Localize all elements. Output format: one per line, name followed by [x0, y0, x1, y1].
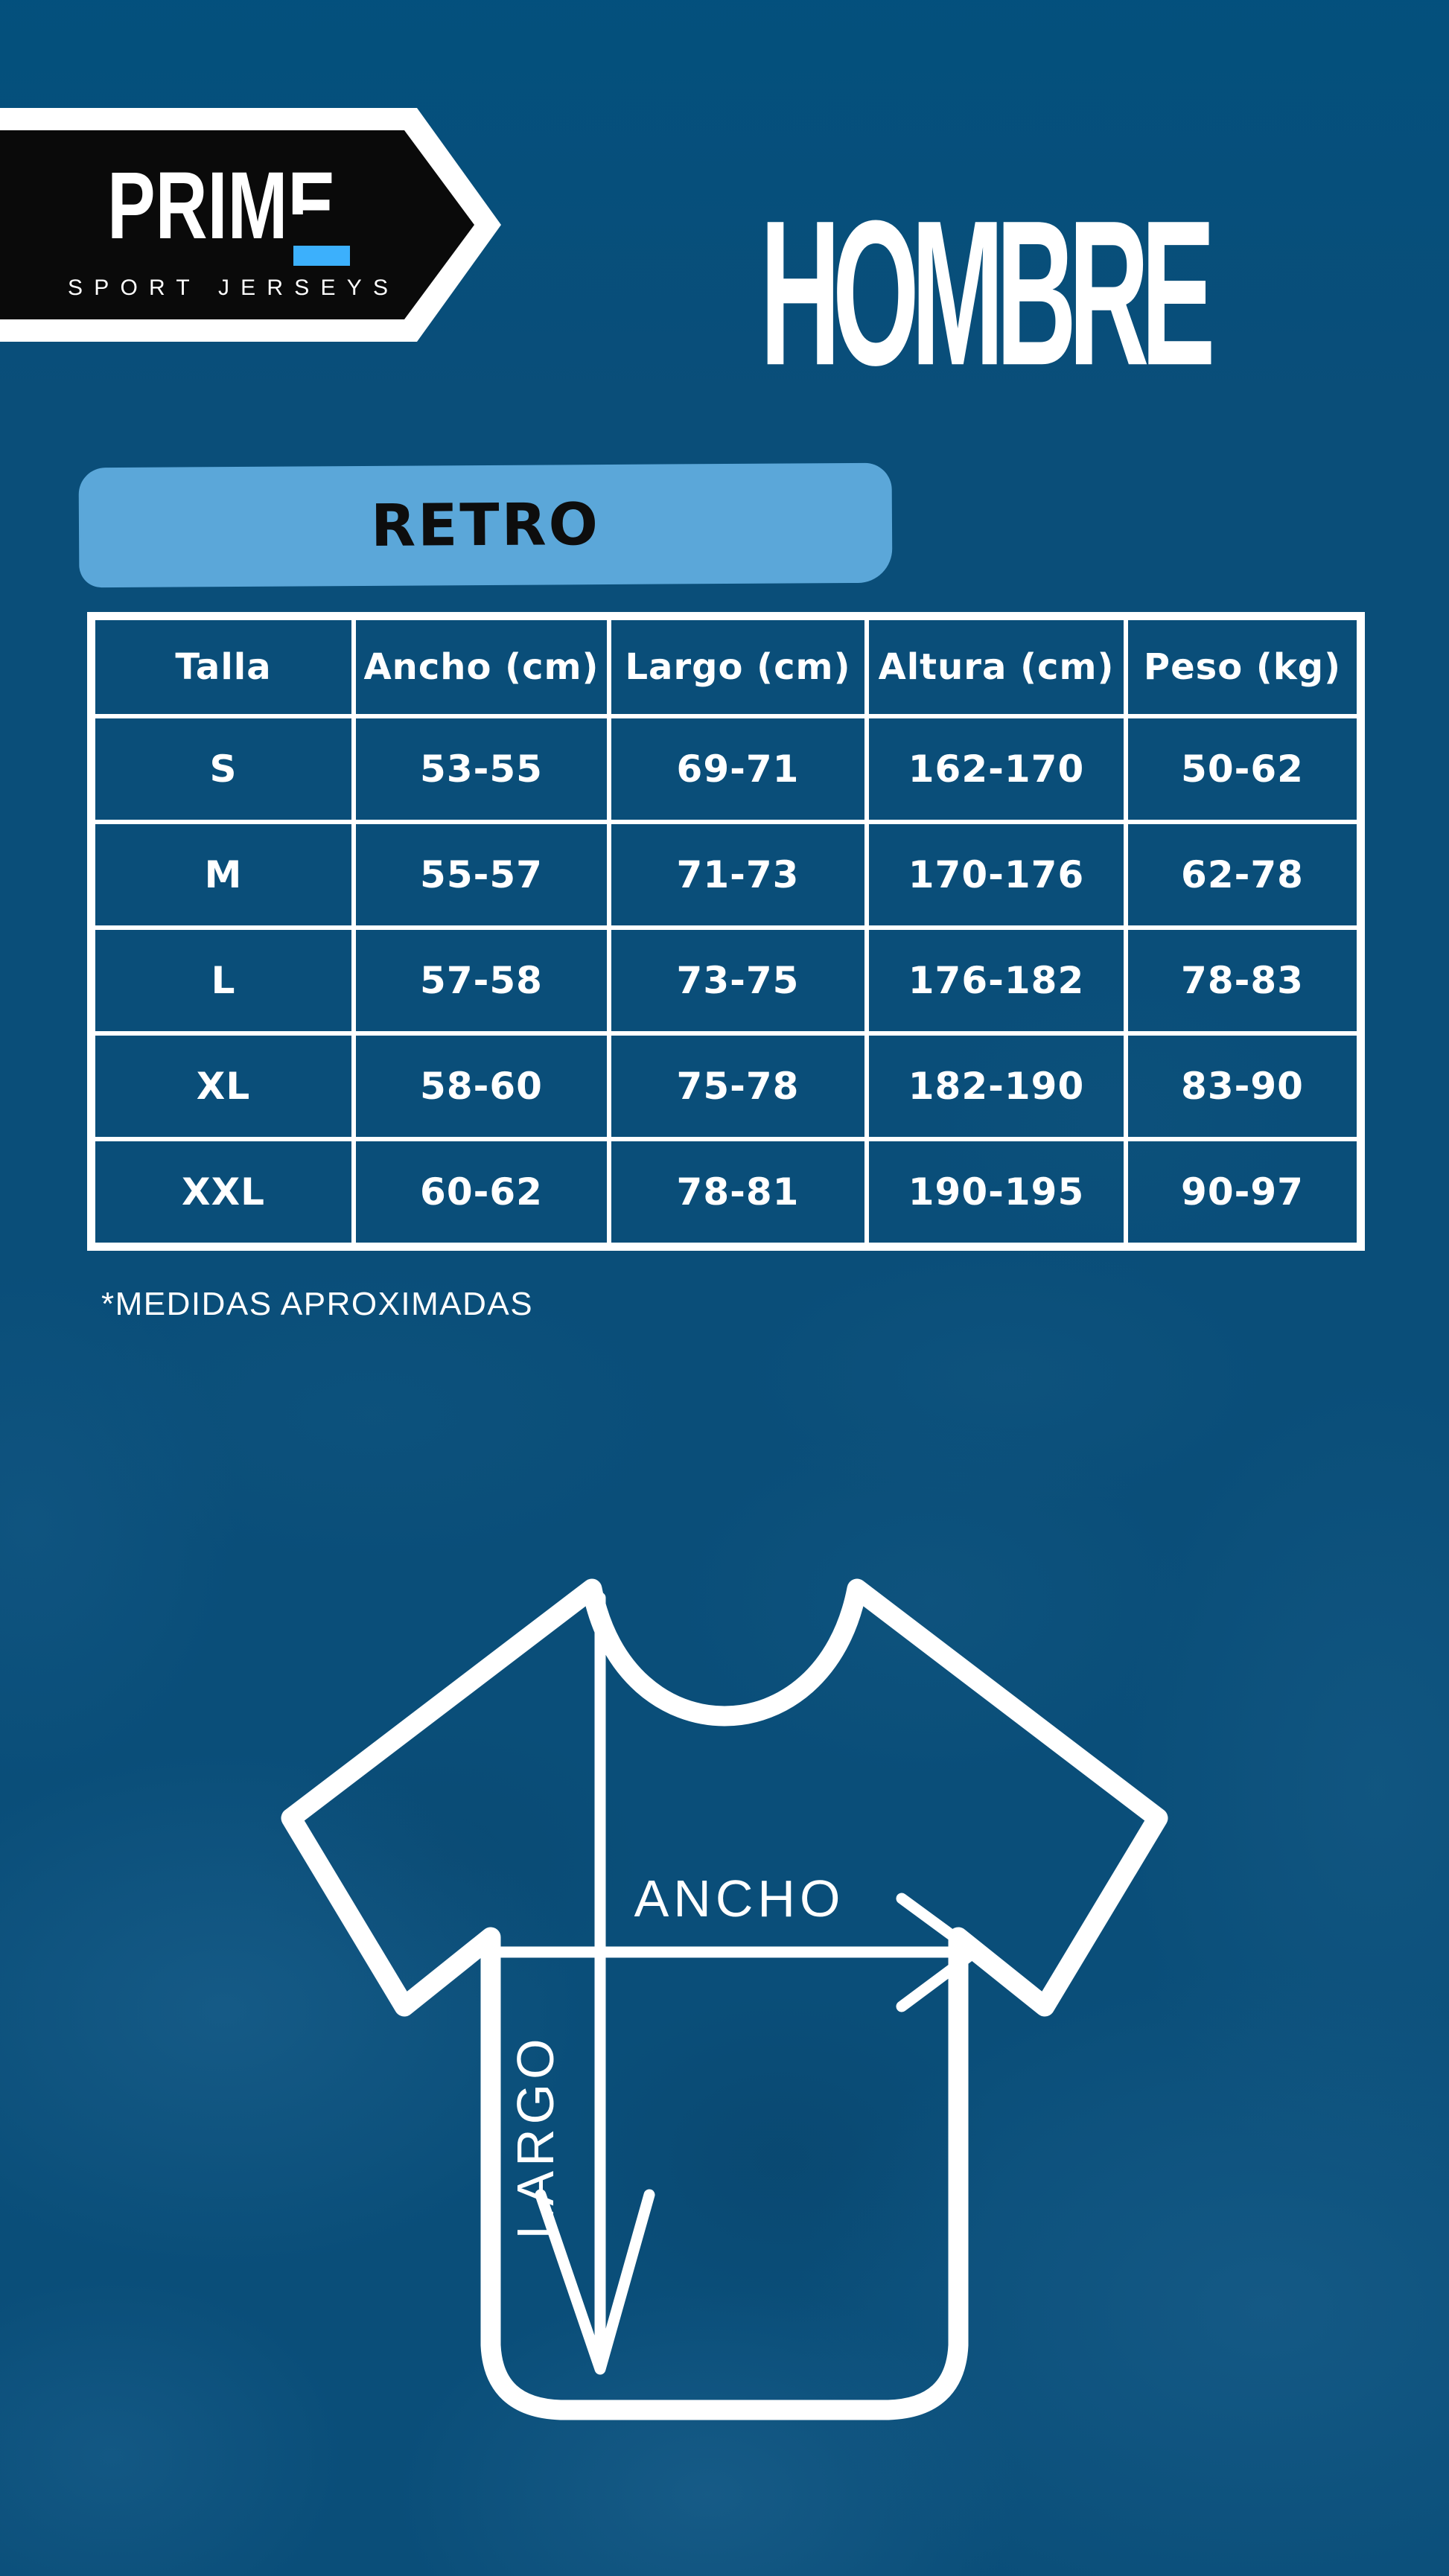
table-cell-m-altura: 170-176 [867, 822, 1126, 928]
category-badge: RETRO [78, 462, 893, 588]
table-cell-size-s: S [93, 716, 354, 822]
table-cell-xxl-peso: 90-97 [1126, 1139, 1359, 1245]
table-cell-s-peso: 50-62 [1126, 716, 1359, 822]
table-header-talla: Talla [93, 618, 354, 716]
banner-black-shape [0, 130, 474, 319]
logo-brand-text: PRIME [107, 153, 336, 259]
table-header-altura: Altura (cm) [867, 618, 1126, 716]
logo-cyan-underscore [293, 246, 350, 266]
page-title-text: HOMBRE [759, 176, 1216, 409]
width-arrowhead-icon [896, 1893, 981, 2012]
table-cell-size-l: L [93, 928, 354, 1033]
table-cell-xl-ancho: 58-60 [354, 1033, 609, 1139]
table-cell-m-peso: 62-78 [1126, 822, 1359, 928]
table-cell-size-xxl: XXL [93, 1139, 354, 1245]
table-cell-l-peso: 78-83 [1126, 928, 1359, 1033]
table-cell-s-altura: 162-170 [867, 716, 1126, 822]
length-label: LARGO [506, 2034, 564, 2239]
table-cell-xxl-ancho: 60-62 [354, 1139, 609, 1245]
table-cell-m-ancho: 55-57 [354, 822, 609, 928]
table-cell-size-xl: XL [93, 1033, 354, 1139]
table-cell-xxl-largo: 78-81 [609, 1139, 867, 1245]
table-cell-xl-peso: 83-90 [1126, 1033, 1359, 1139]
logo-e-cutout [287, 214, 338, 241]
logo-tagline-text: SPORT JERSEYS [68, 275, 388, 300]
tshirt-measurement-diagram: ANCHO LARGO [281, 1578, 1168, 2420]
length-arrowhead-icon [535, 2189, 655, 2375]
table-cell-s-largo: 69-71 [609, 716, 867, 822]
table-cell-xl-altura: 182-190 [867, 1033, 1126, 1139]
brand-banner: PRIME SPORT JERSEYS [0, 108, 501, 342]
table-footnote: *MEDIDAS APROXIMADAS [101, 1286, 534, 1322]
width-label: ANCHO [634, 1869, 845, 1928]
table-cell-size-m: M [93, 822, 354, 928]
table-cell-l-altura: 176-182 [867, 928, 1126, 1033]
table-header-peso: Peso (kg) [1126, 618, 1359, 716]
table-cell-l-largo: 73-75 [609, 928, 867, 1033]
category-badge-text: RETRO [370, 491, 601, 560]
tshirt-outline [281, 1578, 1168, 2420]
table-header-largo: Largo (cm) [609, 618, 867, 716]
table-header-ancho: Ancho (cm) [354, 618, 609, 716]
table-cell-m-largo: 71-73 [609, 822, 867, 928]
size-table: Talla Ancho (cm) Largo (cm) Altura (cm) … [87, 612, 1365, 1251]
table-cell-l-ancho: 57-58 [354, 928, 609, 1033]
table-cell-xxl-altura: 190-195 [867, 1139, 1126, 1245]
table-cell-s-ancho: 53-55 [354, 716, 609, 822]
table-cell-xl-largo: 75-78 [609, 1033, 867, 1139]
page-title: HOMBRE [758, 189, 1216, 396]
